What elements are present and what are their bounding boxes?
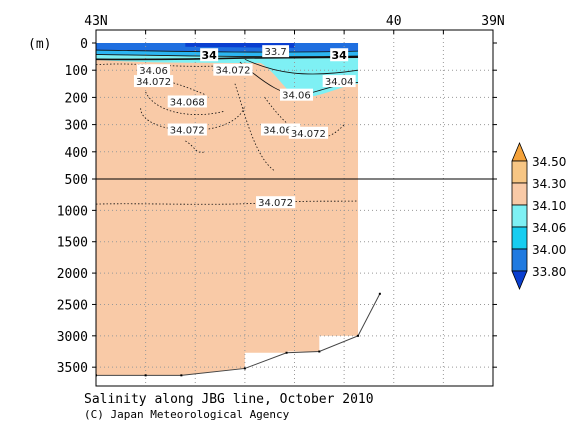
colorbar-label-0: 34.50: [532, 155, 566, 169]
contour-label-10: 34.072: [258, 198, 293, 209]
bottom-station-3: [243, 367, 246, 370]
contour-label-2: 34.072: [215, 66, 250, 77]
contour-34.072-d: [185, 140, 206, 153]
colorbar-segment-2: [511, 182, 528, 206]
colorbar-top-arrow: [511, 141, 528, 162]
salinity-fill-layer: [96, 43, 359, 376]
surface-label-bg-1: [330, 48, 349, 62]
x-tick-label-1: 40: [386, 14, 402, 29]
colorbar-label-1: 34.30: [532, 177, 566, 191]
contour-label-bg-6: [288, 126, 328, 139]
contour-label-3: 34.068: [170, 97, 205, 108]
contour-label-bg-7: [279, 88, 313, 101]
axis-ticks: [92, 30, 497, 368]
y-tick-label-lower-2: 2000: [57, 267, 88, 282]
contour-34.072-deep: [96, 200, 359, 205]
bottom-station-7: [378, 292, 381, 295]
contour-label-4: 34.072: [170, 125, 205, 136]
y-tick-label-lower-5: 3500: [57, 361, 88, 376]
contour-label-9: 33.7: [265, 47, 287, 58]
y-tick-label-lower-1: 1500: [57, 236, 88, 251]
bottom-station-4: [285, 351, 288, 354]
surface-label-0: 34: [201, 49, 217, 62]
y-unit-label: (m): [28, 37, 51, 52]
chart-credit: (C) Japan Meteorological Agency: [84, 408, 290, 421]
contour-label-bg-8: [322, 75, 356, 88]
colorbar-label-2: 34.10: [532, 199, 566, 213]
y-tick-label-lower-3: 2500: [57, 298, 88, 313]
colorbar-segment-5: [511, 248, 528, 272]
contour-label-8: 34.04: [325, 77, 354, 88]
colorbar-label-3: 34.06: [532, 221, 566, 235]
colorbar-segment-4: [511, 226, 528, 250]
y-tick-label-upper-1: 100: [65, 64, 88, 79]
contour-label-bg-10: [256, 196, 296, 209]
colorbar-label-5: 33.80: [532, 265, 566, 279]
y-tick-label-upper-3: 300: [65, 119, 88, 134]
contour-34.068-b: [234, 83, 275, 172]
contour-label-6: 34.072: [291, 129, 326, 140]
y-tick-label-lower-4: 3000: [57, 330, 88, 345]
y-tick-label-upper-0: 0: [80, 37, 88, 52]
chart-title: Salinity along JBG line, October 2010: [84, 392, 374, 407]
y-tick-label-upper-5: 500: [65, 173, 88, 188]
x-tick-label-2: 39N: [481, 14, 504, 29]
contour-label-bg-1: [133, 75, 174, 88]
contour-label-7: 34.06: [282, 91, 311, 102]
bottom-profile-line: [96, 293, 381, 376]
contour-label-bg-3: [167, 95, 207, 108]
x-tick-label-0: 43N: [84, 14, 107, 29]
contour-label-bg-9: [262, 45, 290, 58]
y-tick-label-upper-2: 200: [65, 91, 88, 106]
bottom-station-1: [144, 374, 147, 377]
seafloor-step-3: [244, 352, 359, 369]
colorbar-bottom-arrow: [511, 270, 528, 291]
contour-34.068-a: [145, 91, 226, 115]
y-tick-labels: 0 100 200 300 400 500 1000 1500 2000 2500 3000 3500: [57, 37, 88, 376]
bottom-station-6: [357, 334, 360, 337]
contour-label-5: 34.068: [263, 125, 298, 136]
contour-label-bg-2: [213, 63, 253, 76]
contour-label-1: 34.072: [136, 77, 171, 88]
contour-label-bg-4: [167, 123, 207, 136]
y-tick-label-upper-4: 400: [65, 146, 88, 161]
bottom-station-5: [318, 350, 321, 353]
colorbar-label-4: 34.00: [532, 243, 566, 257]
contour-34-surface: [96, 56, 359, 61]
colorbar-segment-1: [511, 160, 528, 184]
contour-label-0: 34.06: [139, 66, 168, 77]
surface-label-bg-0: [200, 48, 219, 62]
y-tick-label-lower-0: 1000: [57, 204, 88, 219]
seafloor-step-0: [358, 293, 359, 336]
seafloor-step-2: [286, 351, 359, 353]
bottom-station-2: [180, 374, 183, 377]
surface-label-1: 34: [332, 49, 348, 62]
colorbar-segment-3: [511, 204, 528, 228]
contour-34.04: [244, 58, 359, 75]
colorbar-legend: 34.50 34.30 34.10 34.06 34.00 33.80: [511, 141, 566, 291]
grid-lines: [96, 30, 493, 386]
x-tick-labels: 43N 40 39N: [84, 14, 504, 29]
contour-label-bg-0: [137, 64, 171, 77]
contour-34.072-c: [264, 97, 345, 139]
